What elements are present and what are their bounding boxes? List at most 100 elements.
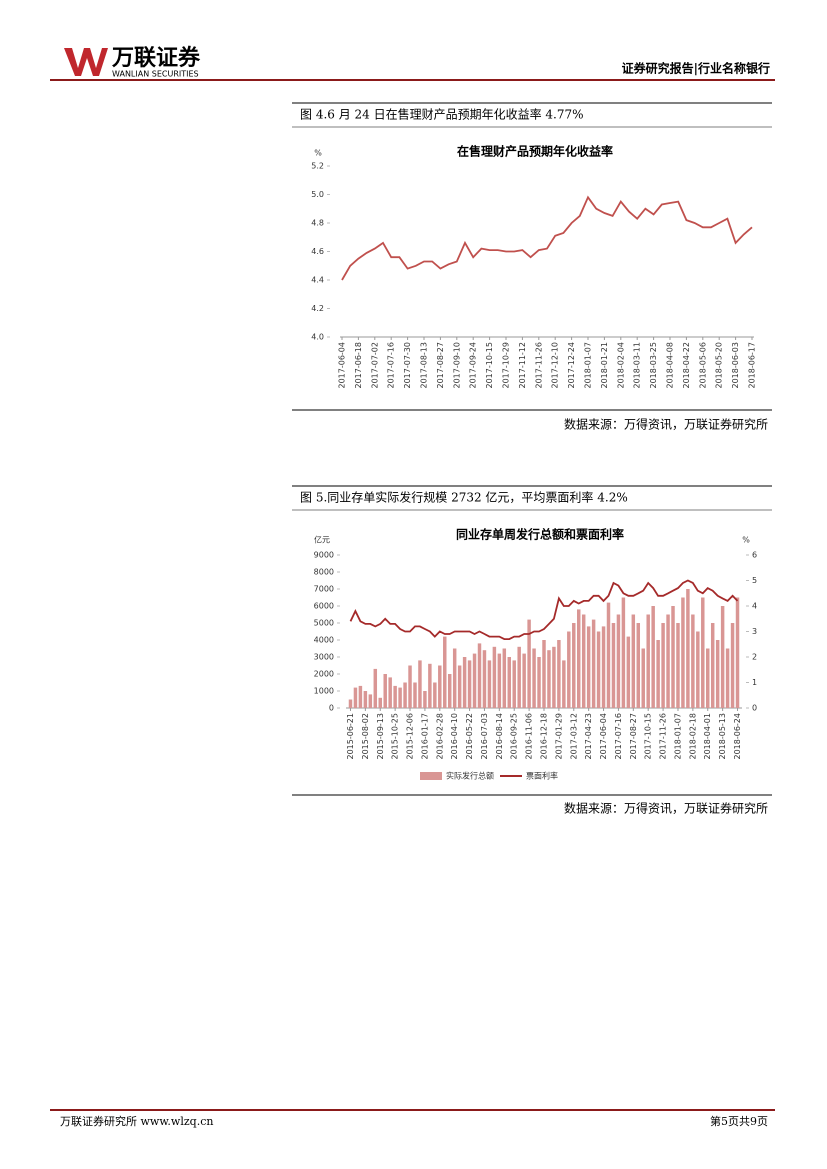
bar <box>353 687 358 708</box>
x-tick-label: 2016-04-10 <box>450 713 459 760</box>
y-tick-label: 6 <box>752 551 757 560</box>
bar <box>378 697 382 708</box>
bar <box>676 623 680 708</box>
bar <box>443 636 447 708</box>
bar <box>691 614 695 708</box>
bar <box>388 677 392 708</box>
bar <box>408 665 412 708</box>
bar <box>696 631 700 708</box>
figure-source: 数据来源：万得资讯，万联证券研究所 <box>564 417 768 432</box>
bar <box>487 660 492 708</box>
x-tick-label: 2017-09-10 <box>452 342 461 389</box>
x-tick-label: 2017-11-26 <box>534 342 543 389</box>
bar <box>606 602 611 708</box>
bar <box>383 674 387 708</box>
x-tick-label: 2018-04-22 <box>682 342 691 389</box>
y-tick-label: 4000 <box>314 636 334 645</box>
y-tick-label: 0 <box>329 704 334 713</box>
x-tick-label: 2017-09-24 <box>469 342 478 389</box>
x-tick-label: 2015-09-13 <box>376 713 385 760</box>
x-tick-label: 2017-01-29 <box>554 713 563 760</box>
bar <box>348 699 353 708</box>
bar <box>626 636 631 708</box>
y-tick-label: 3000 <box>314 653 334 662</box>
y-tick-label: 5 <box>752 576 757 585</box>
x-tick-label: 2018-04-01 <box>703 713 712 760</box>
bar <box>358 685 363 708</box>
bar <box>457 665 462 708</box>
bar <box>467 660 472 708</box>
x-tick-label: 2017-07-16 <box>387 342 396 389</box>
bar <box>482 650 487 708</box>
x-tick-label: 2017-08-27 <box>436 342 445 389</box>
logo-text: 万联证券 <box>111 45 201 71</box>
bar <box>601 626 606 708</box>
bar <box>641 648 645 708</box>
bar <box>472 653 477 708</box>
x-tick-label: 2017-06-04 <box>338 342 347 389</box>
bar <box>413 682 417 708</box>
bar <box>591 619 596 708</box>
legend-swatch <box>420 772 442 780</box>
y-tick-label: 2000 <box>314 670 334 679</box>
y2-unit: % <box>742 536 750 545</box>
chart-title: 在售理财产品预期年化收益率 <box>457 144 613 159</box>
x-tick-label: 2016-05-22 <box>465 713 474 760</box>
bar <box>686 589 690 708</box>
x-tick-label: 2017-07-02 <box>370 342 379 389</box>
bar <box>547 650 551 708</box>
x-tick-label: 2017-08-13 <box>420 342 429 389</box>
bar <box>423 691 427 708</box>
bar <box>502 648 507 708</box>
logo-mark <box>64 48 108 76</box>
bar <box>616 614 621 708</box>
bar <box>462 657 467 708</box>
bar <box>661 623 665 708</box>
bar <box>621 597 626 708</box>
figure-source: 数据来源：万得资讯，万联证券研究所 <box>564 801 768 816</box>
bar <box>710 623 715 708</box>
x-tick-label: 2018-01-07 <box>673 713 682 760</box>
footer-left: 万联证券研究所 www.wlzq.cn <box>60 1114 213 1128</box>
bar <box>517 646 521 708</box>
bar <box>527 619 531 708</box>
bar <box>581 614 586 708</box>
x-tick-label: 2017-04-23 <box>584 713 593 760</box>
y-tick-label: 4.6 <box>311 247 324 256</box>
bar <box>631 614 636 708</box>
bar <box>701 597 705 708</box>
bar <box>611 623 616 708</box>
y-tick-label: 3 <box>752 627 757 636</box>
y-tick-label: 4.4 <box>311 276 324 285</box>
x-tick-label: 2018-05-13 <box>718 713 727 760</box>
x-tick-label: 2017-10-15 <box>644 713 653 760</box>
bar <box>562 660 566 708</box>
y-tick-label: 5.2 <box>311 162 324 171</box>
footer-page: 第5页共9页 <box>710 1114 768 1128</box>
report-type: 证券研究报告|行业名称银行 <box>622 61 770 76</box>
x-tick-label: 2018-06-17 <box>748 342 757 389</box>
line <box>349 579 739 640</box>
bar <box>715 640 720 708</box>
bar <box>398 687 402 708</box>
figure-caption: 图 5.同业存单实际发行规模 2732 亿元，平均票面利率 4.2% <box>300 490 628 505</box>
bar <box>542 640 546 708</box>
x-tick-label: 2017-08-27 <box>629 713 638 760</box>
bar <box>438 665 442 708</box>
bar <box>447 674 452 708</box>
legend-label: 票面利率 <box>526 771 558 781</box>
y-tick-label: 4 <box>752 602 757 611</box>
bar <box>492 646 497 708</box>
x-tick-label: 2016-07-03 <box>480 713 489 760</box>
y-unit: 亿元 <box>314 535 330 545</box>
x-tick-label: 2016-02-28 <box>435 713 444 760</box>
bar <box>681 597 685 708</box>
y-tick-label: 4.8 <box>311 219 324 228</box>
x-tick-label: 2016-12-18 <box>540 713 549 760</box>
x-tick-label: 2018-01-21 <box>600 342 609 389</box>
bar <box>433 682 437 708</box>
legend-label: 实际发行总额 <box>446 771 494 781</box>
bar <box>706 648 710 708</box>
x-tick-label: 2017-12-24 <box>567 342 576 389</box>
